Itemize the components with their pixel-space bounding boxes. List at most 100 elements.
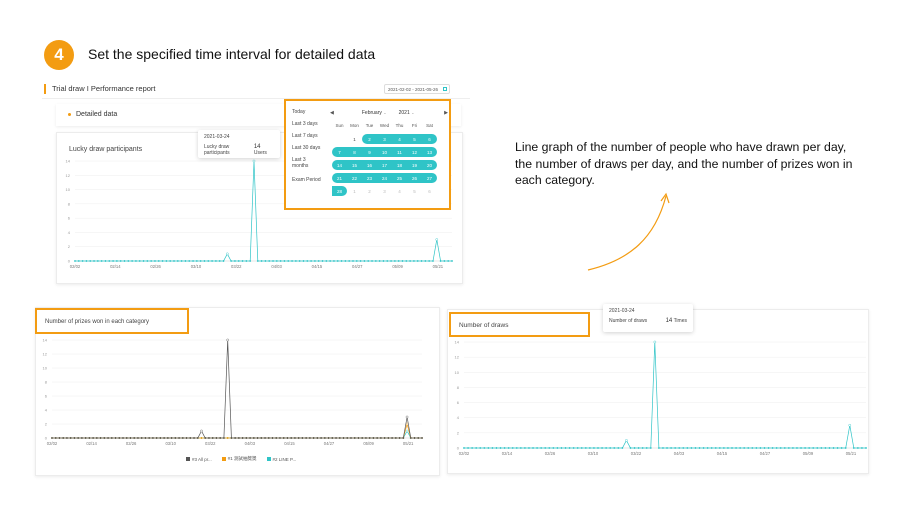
data-point	[241, 437, 244, 439]
data-point	[694, 447, 697, 449]
calendar-day[interactable]: 11	[392, 147, 407, 157]
preset-last-3-months[interactable]: Last 3 months	[292, 157, 309, 169]
data-point	[424, 260, 427, 262]
data-point	[312, 437, 315, 439]
calendar-day[interactable]: 2	[362, 134, 377, 144]
x-tick-label: 02/02	[459, 451, 470, 456]
data-point	[409, 260, 412, 262]
prev-month-icon[interactable]: ◀	[330, 110, 334, 116]
report-header: Trial draw I Performance report 2021-02-…	[42, 80, 470, 99]
weekday-label: Thu	[395, 123, 404, 128]
data-point	[812, 447, 815, 449]
x-tick-label: 02/26	[150, 264, 161, 269]
arrow-curve	[587, 195, 667, 271]
data-point	[479, 447, 482, 449]
data-point	[185, 437, 188, 439]
calendar-day[interactable]: 18	[392, 160, 407, 170]
month-select[interactable]: February ⌄	[361, 110, 387, 116]
calendar-day[interactable]: 27	[422, 173, 437, 183]
data-point	[294, 260, 297, 262]
calendar-day[interactable]: 4	[398, 188, 401, 194]
preset-list: Today Last 3 days Last 7 days Last 30 da…	[292, 109, 326, 189]
calendar-day[interactable]: 17	[377, 160, 392, 170]
data-point	[662, 447, 664, 449]
data-point	[413, 260, 415, 262]
data-point	[161, 260, 164, 262]
calendar-day[interactable]: 6	[428, 188, 431, 194]
preset-exam-period[interactable]: Exam Period	[292, 177, 321, 183]
calendar-day[interactable]: 15	[347, 160, 362, 170]
legend-item[interactable]: #3 All pr...	[186, 456, 212, 462]
x-tick-label: 03/10	[588, 451, 599, 456]
calendar-day[interactable]: 19	[407, 160, 422, 170]
data-point	[279, 437, 281, 439]
bullet-dot	[68, 113, 71, 116]
calendar-day[interactable]: 12	[407, 147, 422, 157]
calendar-day[interactable]: 5	[413, 188, 416, 194]
year-select[interactable]: 2021 ⌄	[398, 110, 415, 116]
data-point	[207, 260, 210, 262]
data-point	[99, 437, 102, 439]
legend-item[interactable]: #1 測試抽獎獎	[221, 456, 257, 462]
calendar-day[interactable]: 6	[422, 134, 437, 144]
calendar-day[interactable]: 10	[377, 147, 392, 157]
series-line	[52, 430, 422, 439]
prizes-title-highlight: Number of prizes won in each category	[35, 308, 189, 334]
data-point	[353, 437, 356, 439]
data-point	[540, 447, 543, 449]
next-month-icon[interactable]: ▶	[444, 110, 448, 116]
data-point	[580, 447, 583, 449]
data-point	[787, 447, 790, 449]
preset-last-3-days[interactable]: Last 3 days	[292, 121, 318, 127]
data-point	[417, 437, 420, 439]
calendar-day[interactable]: 1	[353, 136, 356, 142]
data-point	[169, 260, 172, 262]
calendar-day[interactable]: 2	[368, 188, 371, 194]
x-tick-label: 04/15	[312, 264, 323, 269]
preset-today[interactable]: Today	[292, 109, 306, 115]
data-point	[301, 437, 304, 439]
calendar-day[interactable]: 21	[332, 173, 347, 183]
calendar-day[interactable]: 7	[332, 147, 347, 157]
calendar-day[interactable]: 28	[332, 186, 347, 196]
data-point	[816, 447, 819, 449]
data-point	[249, 260, 252, 262]
data-point	[536, 447, 538, 449]
calendar-day[interactable]: 24	[377, 173, 392, 183]
calendar-day[interactable]: 14	[332, 160, 347, 170]
calendar-day[interactable]: 9	[362, 147, 377, 157]
legend-swatch	[186, 457, 190, 461]
data-point	[357, 437, 360, 439]
calendar-day[interactable]: 1	[353, 188, 356, 194]
data-point	[335, 437, 337, 439]
x-tick-label: 04/27	[760, 451, 771, 456]
date-range-picker[interactable]: 2021-02-02 - 2021-05-26	[384, 84, 450, 94]
calendar-day[interactable]: 20	[422, 160, 437, 170]
calendar-day[interactable]: 3	[377, 134, 392, 144]
calendar-day[interactable]: 22	[347, 173, 362, 183]
calendar-day[interactable]: 13	[422, 147, 437, 157]
data-point	[824, 447, 827, 449]
calendar-day[interactable]: 3	[383, 188, 386, 194]
chart-title: Number of draws	[459, 322, 509, 329]
calendar-day[interactable]: 5	[407, 134, 422, 144]
preset-last-30-days[interactable]: Last 30 days	[292, 145, 321, 151]
preset-last-7-days[interactable]: Last 7 days	[292, 133, 318, 139]
calendar-day[interactable]: 25	[392, 173, 407, 183]
legend-item[interactable]: #2 LINE P...	[266, 456, 296, 462]
data-point	[617, 447, 620, 449]
chevron-down-icon: ⌄	[411, 110, 415, 115]
calendar-day[interactable]: 16	[362, 160, 377, 170]
data-point	[74, 260, 76, 262]
calendar-day[interactable]: 4	[392, 134, 407, 144]
x-tick-label: 05/21	[433, 264, 444, 269]
data-point	[85, 260, 88, 262]
data-point	[195, 260, 198, 262]
data-point	[214, 260, 217, 262]
calendar-day[interactable]: 26	[407, 173, 422, 183]
data-point	[355, 260, 358, 262]
calendar-day[interactable]: 8	[347, 147, 362, 157]
data-point	[215, 437, 218, 439]
calendar-day[interactable]: 23	[362, 173, 377, 183]
